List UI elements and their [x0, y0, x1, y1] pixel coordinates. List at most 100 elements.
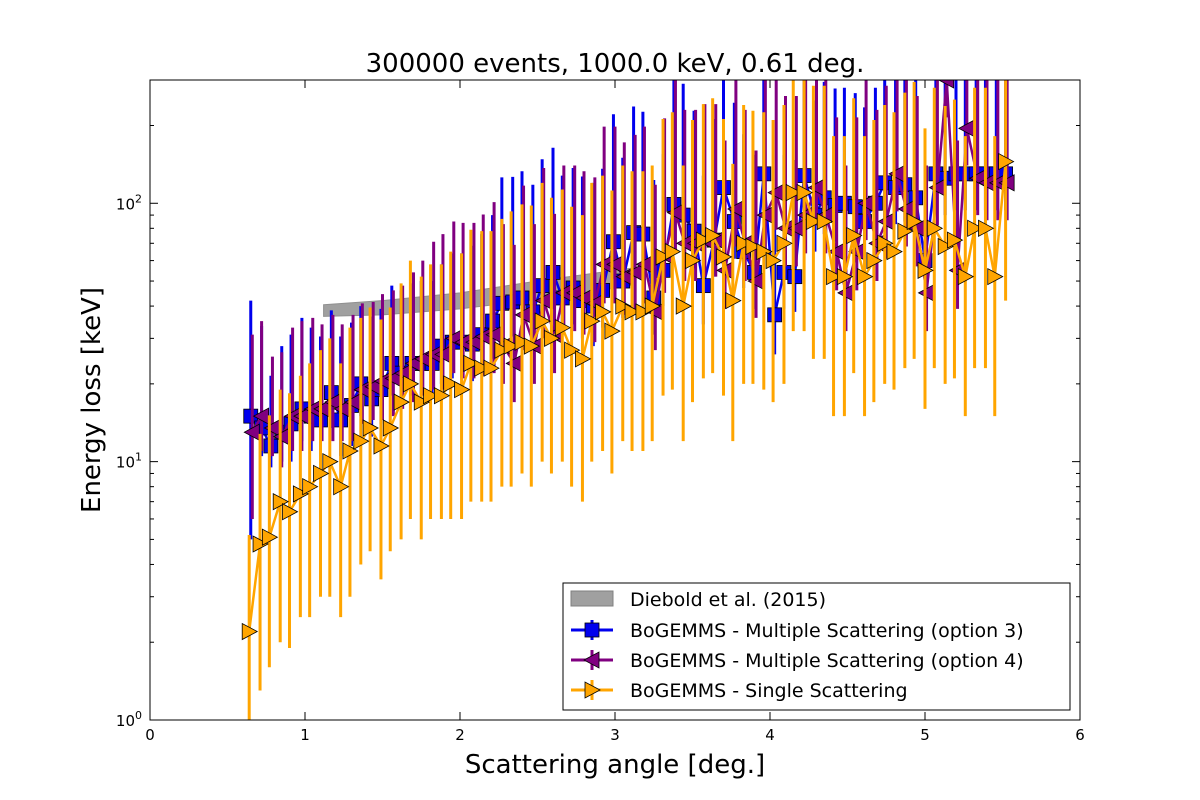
y-tick-label: 101 — [116, 451, 142, 472]
data-point — [423, 387, 440, 405]
data-point — [796, 183, 813, 202]
data-point — [564, 341, 581, 359]
data-point — [534, 312, 552, 330]
data-point — [816, 212, 834, 231]
data-point — [523, 337, 541, 355]
data-point — [957, 267, 975, 286]
data-point — [544, 329, 561, 348]
legend-entry-series-2: BoGEMMS - Multiple Scattering (option 4) — [571, 650, 1024, 672]
data-point — [454, 380, 471, 399]
x-tick-label: 6 — [1075, 726, 1085, 744]
legend-marker — [584, 681, 601, 699]
data-point — [785, 183, 803, 202]
data-point — [272, 492, 290, 511]
data-point — [595, 303, 612, 321]
legend-entry-band: Diebold et al. (2015) — [570, 589, 826, 611]
data-point — [606, 234, 621, 250]
data-point — [655, 248, 672, 266]
data-point — [926, 219, 944, 237]
data-point — [635, 303, 652, 321]
series-3 — [241, 80, 1015, 720]
data-point — [877, 234, 894, 252]
data-point — [806, 212, 823, 231]
data-point — [978, 219, 995, 237]
data-point — [413, 393, 431, 411]
x-tick-label: 2 — [455, 726, 465, 744]
data-point — [443, 375, 460, 393]
y-axis-label: Energy loss [keV] — [77, 287, 107, 513]
data-point — [322, 452, 339, 471]
data-point — [685, 251, 702, 270]
data-point — [787, 269, 803, 285]
data-point — [362, 419, 379, 437]
data-point — [261, 528, 279, 546]
data-point — [767, 307, 783, 323]
x-tick-label: 0 — [145, 726, 155, 744]
data-point — [615, 297, 632, 315]
y-tick-label-exponent: 2 — [135, 192, 142, 205]
data-point — [937, 80, 955, 89]
legend-entry-series-1: BoGEMMS - Multiple Scattering (option 3) — [571, 620, 1024, 642]
data-point — [897, 222, 914, 240]
data-point — [695, 231, 713, 249]
data-point — [987, 267, 1004, 286]
data-point — [333, 478, 350, 496]
x-tick-label: 3 — [610, 726, 620, 744]
data-point — [494, 341, 511, 359]
legend-marker — [583, 651, 600, 669]
data-point — [353, 432, 370, 450]
data-point — [252, 535, 269, 553]
y-tick-label: 100 — [116, 709, 142, 730]
legend-box — [562, 582, 1071, 711]
data-point — [947, 231, 964, 249]
x-axis-label: Scattering angle [deg.] — [465, 750, 765, 780]
x-tick-label: 4 — [765, 726, 775, 744]
data-point — [503, 337, 521, 355]
data-point — [604, 322, 621, 340]
data-point — [716, 248, 733, 266]
y-tick-label-exponent: 0 — [135, 709, 142, 722]
data-point — [393, 393, 410, 411]
data-point — [474, 359, 491, 377]
data-point — [433, 387, 451, 405]
data-point — [514, 333, 531, 351]
data-point — [263, 438, 279, 454]
y-tick-label-base: 10 — [116, 454, 135, 472]
data-point — [705, 226, 722, 245]
data-point — [483, 359, 500, 377]
data-point — [937, 237, 955, 256]
plot-area — [149, 79, 1081, 721]
data-point — [342, 442, 359, 460]
data-point — [243, 423, 260, 441]
data-point — [382, 419, 400, 437]
data-point — [725, 291, 742, 310]
data-point — [846, 226, 863, 245]
data-point — [967, 219, 984, 237]
data-point — [624, 303, 641, 321]
data-point — [575, 350, 592, 368]
data-point — [765, 251, 782, 270]
data-point — [776, 234, 793, 252]
data-point — [485, 313, 500, 329]
data-point — [857, 267, 874, 286]
y-tick-label: 102 — [116, 192, 142, 213]
data-point — [998, 152, 1015, 171]
y-tick-label-exponent: 1 — [135, 451, 142, 464]
legend-marker — [584, 622, 600, 638]
data-point — [664, 242, 682, 261]
data-point — [886, 242, 903, 261]
legend: Diebold et al. (2015) BoGEMMS - Multiple… — [562, 582, 1071, 711]
legend-label: BoGEMMS - Single Scattering — [630, 680, 908, 702]
data-point — [675, 297, 693, 315]
data-point — [756, 242, 773, 261]
data-point — [866, 251, 883, 270]
legend-label: BoGEMMS - Multiple Scattering (option 3) — [630, 620, 1024, 642]
data-point — [917, 261, 934, 280]
series-layer — [241, 80, 1015, 720]
legend-series: BoGEMMS - Multiple Scattering (option 3)… — [571, 620, 1024, 702]
legend-label-band: Diebold et al. (2015) — [630, 589, 826, 611]
data-point — [373, 437, 390, 455]
legend-entry-series-3: BoGEMMS - Single Scattering — [571, 680, 908, 702]
data-point — [906, 212, 924, 231]
